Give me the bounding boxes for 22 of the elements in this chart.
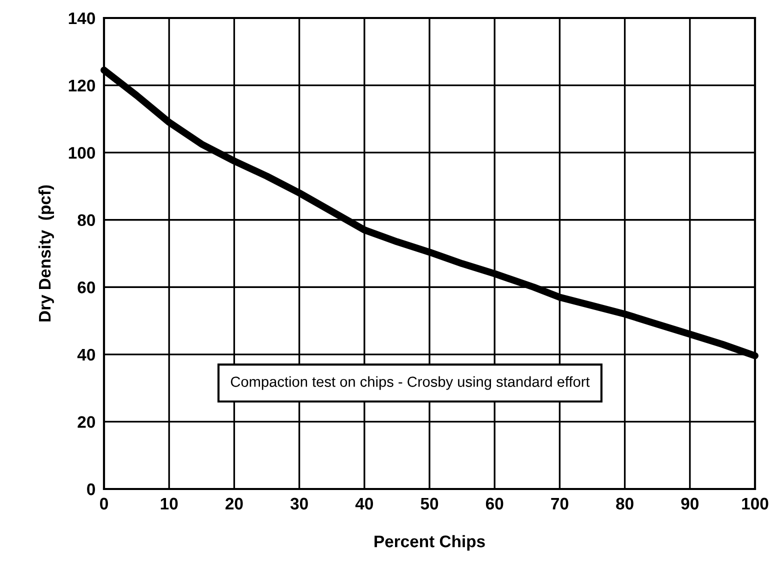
y-tick-label: 40	[77, 348, 95, 361]
x-tick-label: 90	[681, 498, 698, 510]
x-tick-label: 20	[226, 498, 243, 510]
x-tick-label: 50	[420, 498, 438, 510]
y-axis-title: Dry Density (pcf)	[38, 185, 54, 322]
y-tick-label: 140	[68, 12, 95, 24]
x-tick-label: 40	[355, 498, 373, 510]
x-tick-label: 80	[616, 498, 634, 510]
x-tick-label: 60	[486, 498, 504, 510]
y-tick-label: 80	[78, 214, 95, 226]
x-axis-title: Percent Chips	[374, 535, 485, 551]
y-tick-label: 120	[68, 80, 95, 92]
x-tick-label: 100	[742, 498, 768, 510]
x-tick-label: 0	[100, 498, 108, 510]
y-tick-label: 100	[68, 146, 95, 159]
x-tick-label: 10	[160, 498, 178, 510]
annotation: Compaction test on chips - Crosby using standard effort	[230, 376, 590, 390]
y-tick-label: 20	[78, 416, 95, 428]
y-tick-label: 60	[78, 282, 95, 294]
y-tick-label: 0	[87, 483, 95, 496]
x-tick-label: 70	[551, 498, 568, 510]
x-tick-label: 30	[290, 498, 308, 510]
